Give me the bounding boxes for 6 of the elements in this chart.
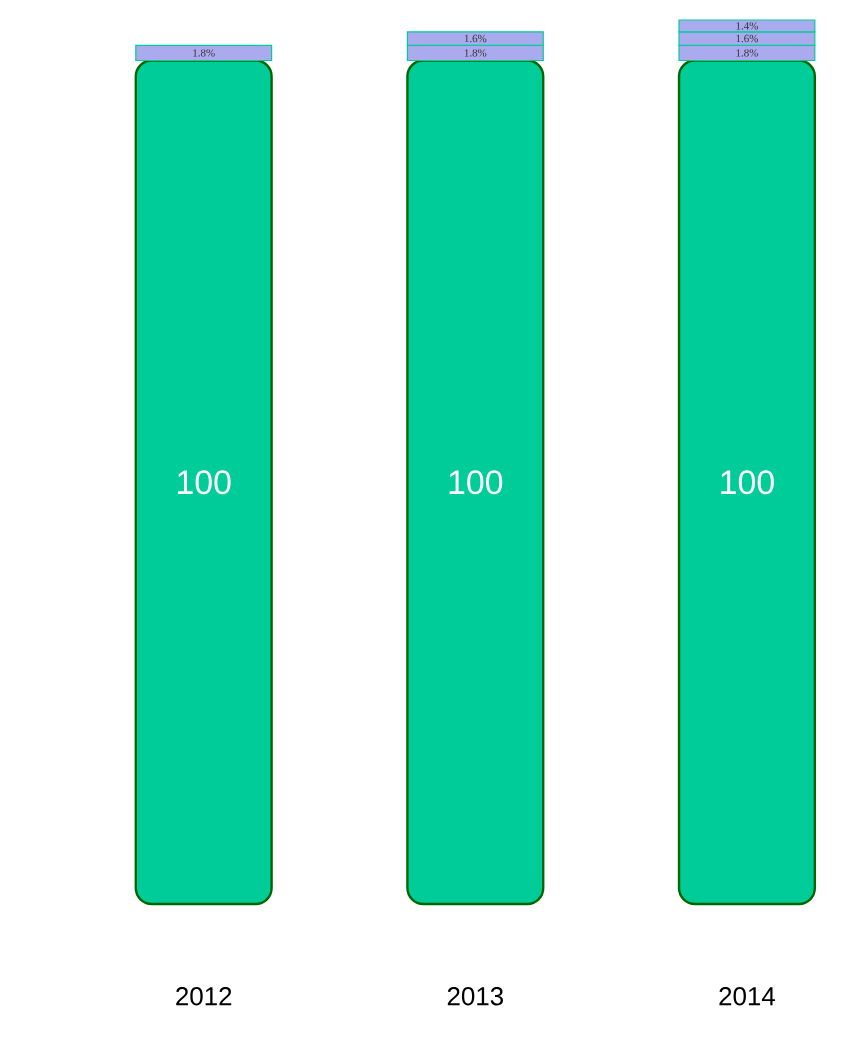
x-tick-label: 2013	[447, 987, 503, 1006]
x-tick-label: 2014	[719, 987, 775, 1006]
data-label: 100	[178, 470, 231, 495]
data-label: 100	[449, 470, 503, 495]
data-label: 100	[721, 470, 774, 495]
x-tick-label: 2012	[176, 987, 232, 1006]
